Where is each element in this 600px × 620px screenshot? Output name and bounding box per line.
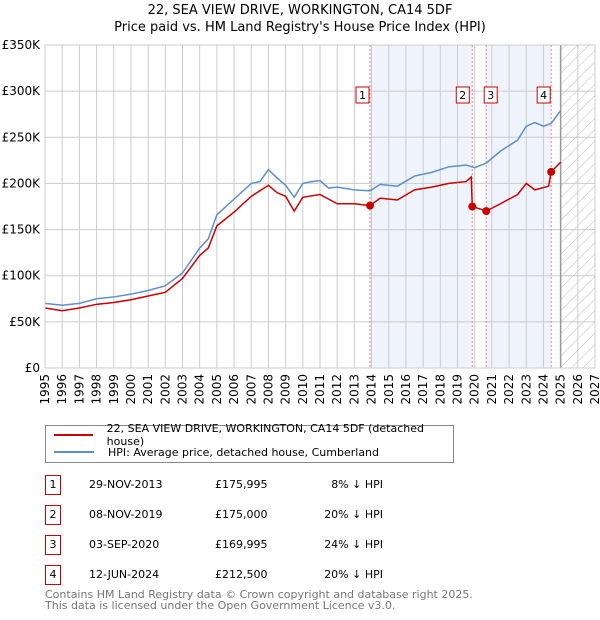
table-row: 4 12-JUN-2024 £212,500 20% ↓ HPI [45, 565, 465, 587]
sale-price: £175,000 [215, 508, 268, 521]
legend-label: 22, SEA VIEW DRIVE, WORKINGTON, CA14 5DF… [106, 422, 424, 448]
sale-date: 03-SEP-2020 [89, 538, 160, 551]
x-tick-label: 1995 [38, 374, 52, 405]
legend: 22, SEA VIEW DRIVE, WORKINGTON, CA14 5DF… [45, 422, 454, 463]
y-tick-label: £300K [2, 84, 42, 98]
sale-label-box: 3 [483, 86, 498, 104]
legend-item-hpi: HPI: Average price, detached house, Cumb… [54, 444, 379, 460]
x-tick-label: 2010 [296, 374, 310, 405]
x-tick-label: 2021 [485, 374, 499, 405]
x-tick-label: 2003 [176, 374, 190, 405]
sale-point [547, 167, 556, 176]
footer: Contains HM Land Registry data © Crown c… [45, 589, 473, 611]
y-tick-label: £200K [2, 176, 42, 190]
x-tick-label: 2027 [588, 374, 600, 405]
sale-price: £175,995 [215, 478, 268, 491]
legend-swatch-blue [54, 451, 94, 453]
sale-badge: 4 [45, 565, 61, 585]
x-tick-label: 2012 [330, 374, 344, 405]
x-tick-label: 2022 [502, 374, 516, 405]
sale-badge: 3 [45, 535, 61, 555]
x-tick-label: 2023 [519, 374, 533, 405]
x-tick-label: 2011 [313, 374, 327, 405]
sale-label-box: 4 [536, 86, 551, 104]
sale-label-border [483, 86, 498, 104]
legend-item-property: 22, SEA VIEW DRIVE, WORKINGTON, CA14 5DF… [54, 422, 453, 448]
footer-licence: This data is licensed under the Open Gov… [45, 599, 396, 612]
x-tick-label: 2026 [571, 374, 585, 405]
sale-price: £212,500 [215, 568, 268, 581]
sale-label-border [355, 86, 370, 104]
x-tick-label: 2018 [433, 374, 447, 405]
sale-badge: 2 [45, 505, 61, 525]
hpi-diff: 24% ↓ HPI [324, 538, 383, 551]
hpi-line [44, 110, 562, 307]
price-chart: 1995 1996 1997 1998 1999 2000 2001 2002 2003 2004… [2, 38, 600, 405]
sale-label-box: 2 [455, 86, 470, 104]
x-tick-label: 2017 [416, 374, 430, 405]
sale-label-border [455, 86, 470, 104]
table-row: 1 29-NOV-2013 £175,995 8% ↓ HPI [45, 475, 465, 497]
property-price-line [44, 161, 562, 312]
x-tick-label: 2013 [347, 374, 361, 405]
shaded-range [370, 45, 473, 368]
hpi-diff: 20% ↓ HPI [324, 568, 383, 581]
sale-label: 3 [487, 89, 494, 102]
x-tick-label: 2008 [261, 374, 275, 405]
sale-date: 08-NOV-2019 [89, 508, 163, 521]
y-tick-label: £150K [2, 223, 42, 237]
y-tick-label: £0 [25, 361, 40, 375]
x-tick-label: 2024 [536, 374, 550, 405]
sale-badge: 1 [45, 475, 61, 495]
hpi-diff: 20% ↓ HPI [324, 508, 383, 521]
chart-title: 22, SEA VIEW DRIVE, WORKINGTON, CA14 5DF [147, 3, 453, 18]
sale-label: 4 [540, 89, 547, 102]
sale-label-box: 1 [355, 86, 370, 104]
footer-copyright: Contains HM Land Registry data © Crown c… [45, 588, 473, 601]
x-tick-label: 2007 [244, 374, 258, 405]
y-tick-label: £350K [2, 38, 42, 52]
x-tick-label: 2004 [193, 374, 207, 405]
x-tick-label: 2005 [210, 374, 224, 405]
x-tick-label: 1999 [107, 374, 121, 405]
sale-label-border [536, 86, 551, 104]
sale-point [468, 202, 477, 211]
y-tick-label: £50K [9, 315, 41, 329]
sale-point [482, 207, 491, 216]
sale-date: 12-JUN-2024 [89, 568, 160, 581]
x-tick-label: 1997 [72, 374, 86, 405]
x-tick-label: 2001 [141, 374, 155, 405]
x-tick-label: 2000 [124, 374, 138, 405]
x-tick-label: 2016 [399, 374, 413, 405]
legend-swatch-red [54, 434, 93, 436]
x-tick-label: 2025 [554, 374, 568, 405]
x-tick-label: 2002 [158, 374, 172, 405]
x-tick-label: 1996 [55, 374, 69, 405]
table-row: 3 03-SEP-2020 £169,995 24% ↓ HPI [45, 535, 465, 557]
plot-frame [44, 44, 596, 369]
sale-point [366, 201, 375, 210]
x-tick-label: 2015 [382, 374, 396, 405]
legend-label: HPI: Average price, detached house, Cumb… [108, 445, 380, 459]
x-tick-label: 2019 [451, 374, 465, 405]
sale-label: 2 [459, 89, 466, 102]
y-tick-label: £100K [2, 269, 42, 283]
sale-date: 29-NOV-2013 [89, 478, 163, 491]
chart-subtitle: Price paid vs. HM Land Registry's House … [114, 20, 486, 35]
y-tick-label: £250K [2, 130, 42, 144]
x-tick-label: 2009 [279, 374, 293, 405]
hpi-diff: 8% ↓ HPI [331, 478, 383, 491]
x-tick-label: 2006 [227, 374, 241, 405]
sale-price: £169,995 [215, 538, 268, 551]
x-tick-label: 2014 [365, 374, 379, 405]
x-tick-label: 2020 [468, 374, 482, 405]
sale-label: 1 [359, 89, 366, 102]
table-row: 2 08-NOV-2019 £175,000 20% ↓ HPI [45, 505, 465, 527]
x-tick-label: 1998 [90, 374, 104, 405]
